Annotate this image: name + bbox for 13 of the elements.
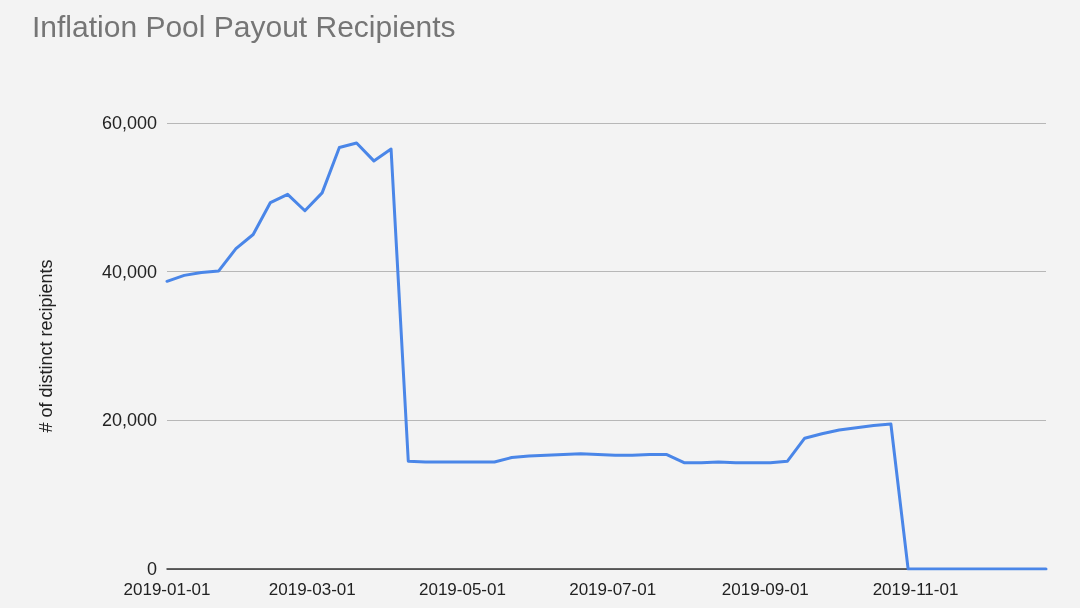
x-tick-label: 2019-07-01 bbox=[569, 580, 657, 599]
chart-title: Inflation Pool Payout Recipients bbox=[32, 9, 456, 43]
x-tick-label: 2019-03-01 bbox=[268, 580, 356, 599]
y-tick-label: 0 bbox=[146, 559, 157, 579]
y-tick-label: 40,000 bbox=[101, 261, 157, 282]
x-tick-label: 2019-11-01 bbox=[872, 580, 959, 599]
y-tick-label: 60,000 bbox=[101, 113, 157, 133]
line-series bbox=[165, 141, 1048, 571]
x-tick-label: 2019-01-01 bbox=[123, 580, 211, 599]
y-tick-label: 20,000 bbox=[101, 410, 157, 431]
y-axis-title: # of distinct recipients bbox=[36, 259, 56, 433]
x-tick-label: 2019-05-01 bbox=[418, 580, 506, 599]
x-tick-label: 2019-09-01 bbox=[721, 580, 809, 599]
